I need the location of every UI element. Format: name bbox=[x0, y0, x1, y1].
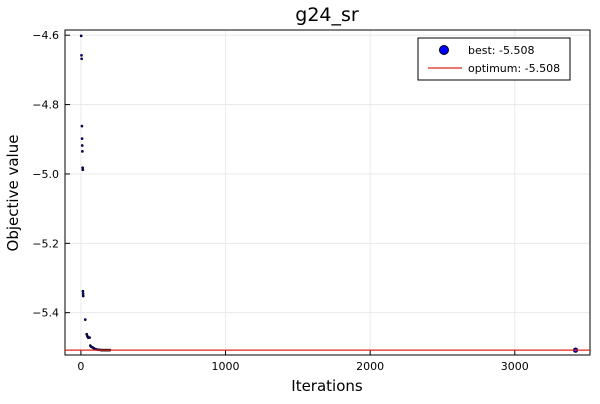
y-tick-label: −4.8 bbox=[32, 99, 59, 112]
chart-title: g24_sr bbox=[295, 4, 359, 26]
data-point bbox=[80, 137, 84, 140]
plot-frame bbox=[64, 29, 591, 356]
y-tick-label: −5.2 bbox=[32, 237, 59, 250]
y-tick-label: −4.6 bbox=[32, 29, 59, 42]
legend: best: -5.508 optimum: -5.508 bbox=[417, 37, 571, 81]
data-point bbox=[80, 57, 83, 61]
data-point bbox=[80, 144, 84, 147]
data-point bbox=[83, 318, 87, 321]
data-point bbox=[79, 34, 83, 38]
data-point bbox=[85, 332, 89, 336]
data-point bbox=[80, 124, 84, 128]
data-point bbox=[81, 292, 85, 295]
data-point bbox=[81, 150, 84, 153]
x-tick-label: 2000 bbox=[356, 360, 384, 373]
data-point bbox=[81, 166, 84, 170]
legend-label-best: best: -5.508 bbox=[468, 44, 534, 57]
grid-lines bbox=[65, 30, 590, 355]
legend-marker-best bbox=[439, 45, 449, 55]
data-point bbox=[81, 289, 85, 293]
axis-ticks: 0 1000 2000 3000 −4.6 −4.8 −5.0 −5.2 −5.4 bbox=[32, 29, 529, 373]
data-point bbox=[80, 53, 83, 57]
legend-box bbox=[417, 37, 571, 81]
y-axis-label: Objective value bbox=[4, 135, 22, 252]
data-layer bbox=[65, 34, 590, 353]
y-tick-label: −5.0 bbox=[32, 168, 59, 181]
data-point bbox=[81, 294, 85, 298]
data-point bbox=[81, 168, 85, 172]
x-tick-label: 1000 bbox=[212, 360, 240, 373]
y-tick-label: −5.4 bbox=[32, 307, 59, 320]
legend-label-optimum: optimum: -5.508 bbox=[468, 62, 560, 75]
x-tick-label: 0 bbox=[77, 360, 84, 373]
x-tick-label: 3000 bbox=[501, 360, 529, 373]
data-point bbox=[88, 336, 91, 340]
x-axis-label: Iterations bbox=[291, 377, 363, 395]
